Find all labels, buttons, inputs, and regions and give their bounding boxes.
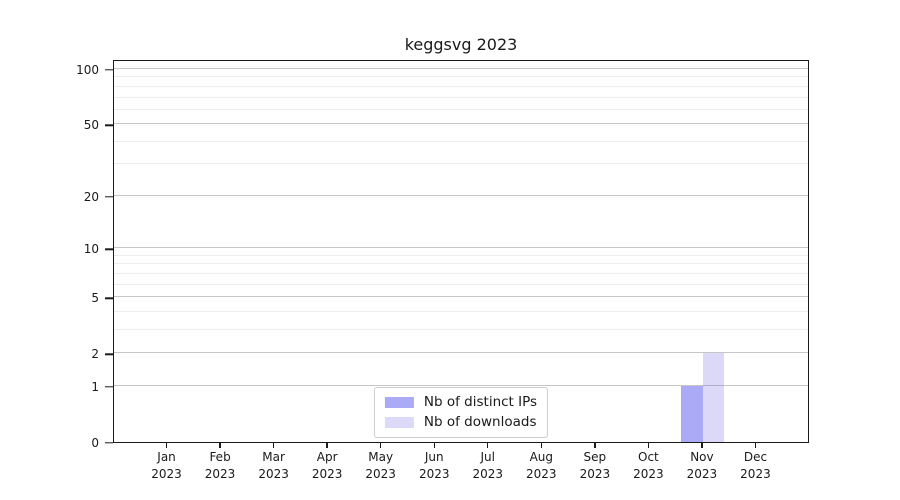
y-tick-mark-20 [105,196,113,198]
y-tick-label-20: 20 [83,189,99,204]
gridline-minor-70 [114,96,808,98]
gridline-major-20 [114,194,808,196]
x-tick-mark-jul-2023 [487,443,489,448]
x-tick-mark-sep-2023 [594,443,596,448]
x-tick-label-jun-2023: Jun 2023 [402,449,466,483]
x-tick-label-aug-2023: Aug 2023 [509,449,573,483]
y-tick-mark-2 [105,353,113,355]
y-tick-mark-10 [105,248,113,250]
gridline-minor-80 [114,85,808,87]
x-tick-label-apr-2023: Apr 2023 [295,449,359,483]
x-tick-year: 2023 [740,467,771,481]
plot-area: Nb of distinct IPs Nb of downloads [113,60,809,443]
x-tick-mark-aug-2023 [540,443,542,448]
x-tick-month: Apr [316,450,338,464]
x-tick-year: 2023 [633,467,664,481]
x-tick-label-oct-2023: Oct 2023 [616,449,680,483]
bar-nb-of-downloads-nov-2023 [702,353,725,442]
x-tick-mark-apr-2023 [326,443,328,448]
x-tick-month: Aug [529,450,554,464]
x-tick-month: Jul [480,450,495,464]
gridline-minor-60 [114,108,808,110]
x-tick-year: 2023 [686,467,718,481]
x-tick-month: Nov [690,450,714,464]
x-tick-label-nov-2023: Nov 2023 [670,449,734,483]
chart-title: keggsvg 2023 [404,35,518,54]
y-tick-label-100: 100 [76,63,99,77]
x-tick-label-jul-2023: Jul 2023 [456,449,520,483]
x-tick-label-dec-2023: Dec 2023 [723,449,787,483]
x-tick-month: May [368,450,394,464]
x-tick-year: 2023 [311,467,343,481]
x-tick-year: 2023 [365,467,396,481]
x-tick-mark-mar-2023 [272,443,275,448]
gridline-major-2 [114,352,808,354]
y-tick-mark-5 [105,297,113,299]
x-tick-year: 2023 [472,467,504,481]
x-tick-mark-jan-2023 [165,443,168,448]
x-tick-year: 2023 [579,467,611,481]
x-tick-mark-dec-2023 [754,443,757,448]
bar-nb-of-distinct-ips-nov-2023 [681,385,703,442]
gridline-major-5 [114,296,808,298]
x-tick-label-feb-2023: Feb 2023 [188,449,252,483]
y-tick-mark-0 [105,442,113,444]
x-tick-month: Dec [743,450,768,464]
x-tick-label-jan-2023: Jan 2023 [135,449,199,483]
x-tick-mark-feb-2023 [219,443,221,448]
gridline-major-1 [114,384,808,386]
legend-label-distinct-ips: Nb of distinct IPs [423,394,538,410]
x-tick-month: Mar [262,450,285,464]
gridline-minor-9 [114,254,808,256]
x-tick-month: Oct [638,450,659,464]
gridline-minor-90 [114,76,808,78]
legend-swatch-distinct-ips [384,397,414,408]
y-tick-mark-100 [105,69,113,71]
x-tick-year: 2023 [204,467,236,481]
x-tick-year: 2023 [526,467,557,481]
x-tick-year: 2023 [258,467,289,481]
gridline-major-10 [114,247,808,249]
legend: Nb of distinct IPs Nb of downloads [373,387,549,438]
x-tick-month: Jun [424,450,444,464]
y-tick-label-5: 5 [91,291,99,306]
y-tick-label-10: 10 [83,242,99,257]
x-tick-mark-jun-2023 [433,443,435,448]
x-tick-mark-may-2023 [379,443,382,448]
gridline-major-50 [114,123,808,125]
x-tick-mark-nov-2023 [701,443,703,448]
x-tick-month: Jan [157,450,176,464]
x-tick-label-mar-2023: Mar 2023 [242,449,306,483]
x-tick-mark-oct-2023 [647,443,650,448]
legend-swatch-downloads [384,417,414,428]
y-tick-label-50: 50 [83,118,99,133]
x-tick-month: Feb [209,450,231,464]
x-tick-label-sep-2023: Sep 2023 [563,449,627,483]
gridline-minor-8 [114,263,808,265]
gridline-major-100 [114,68,808,69]
gridline-minor-4 [114,310,808,312]
gridline-minor-40 [114,140,808,142]
legend-item-distinct-ips: Nb of distinct IPs [384,394,538,411]
x-tick-month: Sep [583,450,607,464]
y-tick-mark-1 [105,386,113,388]
gridline-minor-3 [114,328,808,330]
x-tick-year: 2023 [151,467,182,481]
x-tick-label-may-2023: May 2023 [349,449,413,483]
y-tick-label-0: 0 [91,436,99,450]
x-tick-year: 2023 [418,467,450,481]
gridline-minor-30 [114,163,808,165]
gridline-minor-6 [114,283,808,285]
legend-item-downloads: Nb of downloads [384,414,537,431]
y-tick-mark-50 [105,124,113,126]
legend-label-downloads: Nb of downloads [423,414,537,430]
y-tick-label-2: 2 [91,347,99,362]
y-tick-label-1: 1 [91,379,99,394]
gridline-minor-7 [114,272,808,274]
